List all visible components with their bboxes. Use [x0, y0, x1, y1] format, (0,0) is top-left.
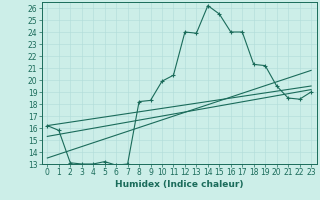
X-axis label: Humidex (Indice chaleur): Humidex (Indice chaleur): [115, 180, 244, 189]
